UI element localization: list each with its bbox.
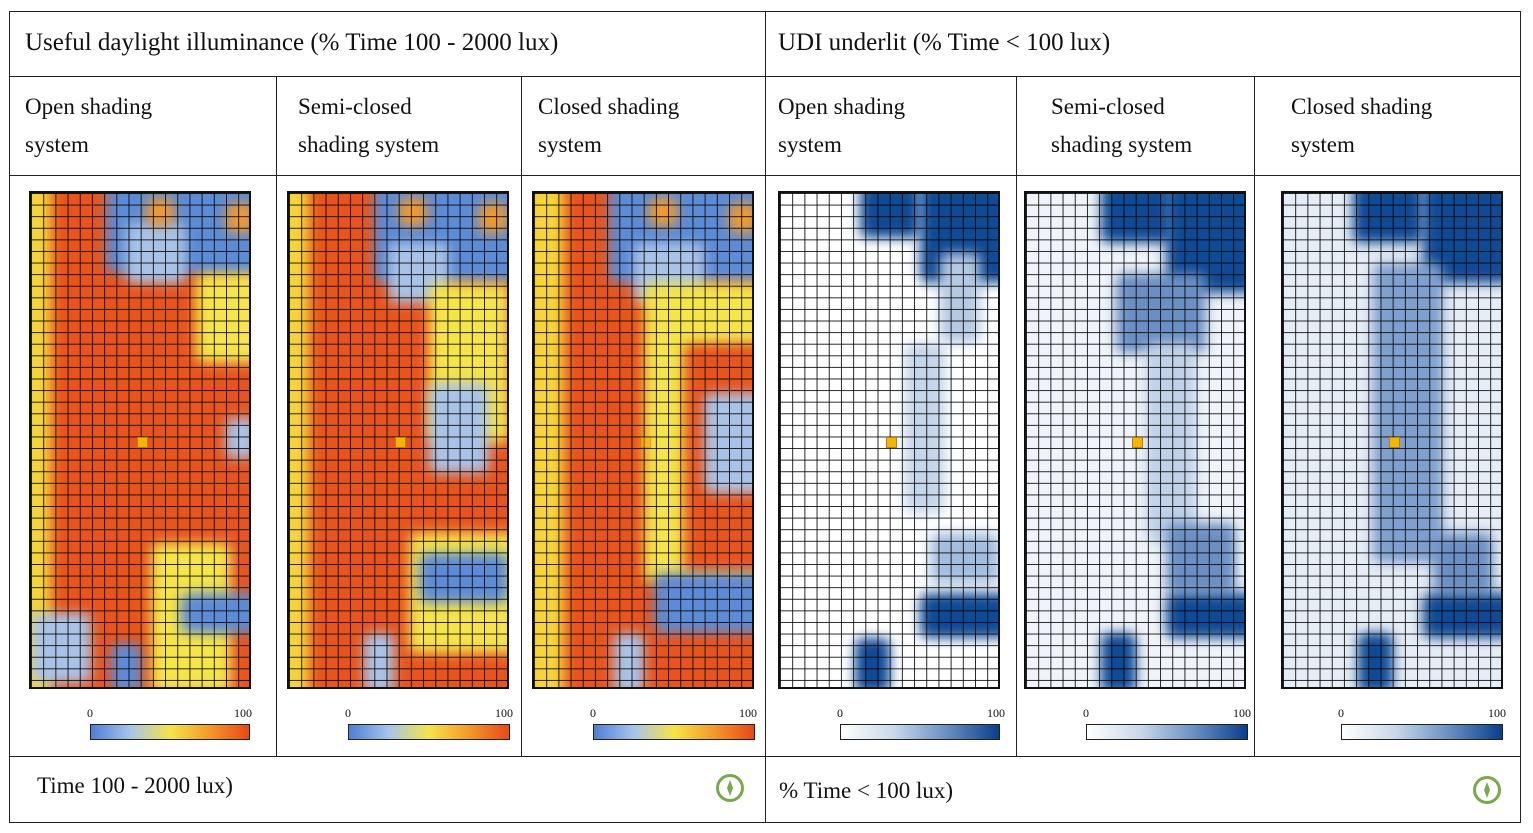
column-label: Open shading system (778, 94, 906, 157)
column-divider (1016, 76, 1017, 756)
column-label: Semi-closed shading system (298, 94, 440, 157)
underlit-map-closed (1281, 191, 1503, 689)
footer-left-text: Time 100 - 2000 lux) (37, 773, 233, 798)
compass-icon (1473, 776, 1501, 804)
udi-map-closed (532, 191, 754, 689)
header-udi-useful: Useful daylight illuminance (% Time 100 … (25, 29, 559, 56)
column-divider (1254, 76, 1255, 756)
udi-map-semi-closed (287, 191, 509, 689)
compass-icon (716, 774, 744, 802)
footer-right-text: % Time < 100 lux) (779, 778, 953, 803)
column-label: Closed shading system (1291, 94, 1433, 157)
column-divider (521, 76, 522, 756)
column-label: Closed shading system (538, 94, 680, 157)
section-divider (765, 11, 766, 823)
underlit-map-semi-closed (1024, 191, 1246, 689)
column-label: Semi-closed shading system (1051, 94, 1193, 157)
underlit-map-open (778, 191, 1000, 689)
column-label: Open shading system (25, 94, 153, 157)
udi-map-open (29, 191, 251, 689)
column-divider (276, 76, 277, 756)
header-udi-underlit: UDI underlit (% Time < 100 lux) (778, 29, 1111, 56)
